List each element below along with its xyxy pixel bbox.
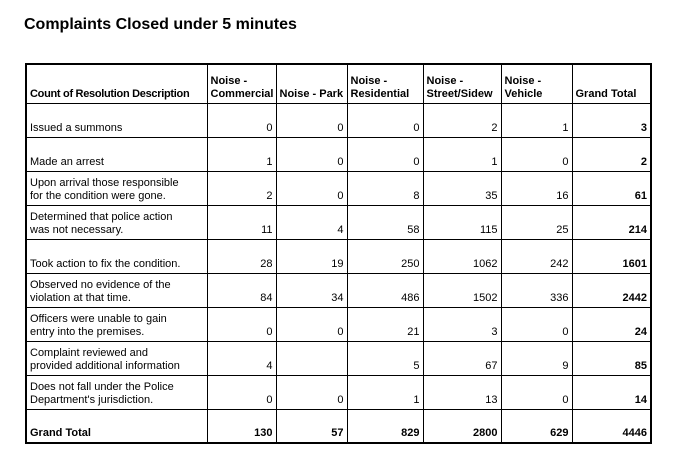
- value-cell: 2800: [422, 408, 502, 444]
- row-grand-total-cell: 2442: [571, 272, 652, 308]
- row-grand-total-cell: 2: [571, 136, 652, 172]
- row-grand-total-cell: 24: [571, 306, 652, 342]
- row-grand-total-cell: 14: [571, 374, 652, 410]
- value-cell: 2: [206, 170, 277, 206]
- value-cell: 8: [346, 170, 424, 206]
- page-title: Complaints Closed under 5 minutes: [24, 16, 297, 33]
- value-cell: 0: [206, 306, 277, 342]
- header-row: Count of Resolution Description Noise - C…: [25, 63, 652, 104]
- value-cell: 486: [346, 272, 424, 308]
- value-cell: [275, 340, 348, 376]
- row-label: Grand Total: [25, 408, 208, 444]
- row-label: Determined that police action was not ne…: [25, 204, 208, 240]
- value-cell: 67: [422, 340, 502, 376]
- row-grand-total-cell: 1601: [571, 238, 652, 274]
- row-label: Took action to fix the condition.: [25, 238, 208, 274]
- value-cell: 250: [346, 238, 424, 274]
- value-cell: 13: [422, 374, 502, 410]
- row-label: Upon arrival those responsible for the c…: [25, 170, 208, 206]
- table-row: Took action to fix the condition. 28 19 250…: [25, 238, 652, 274]
- value-cell: 0: [206, 374, 277, 410]
- column-header-3: Noise - Residential: [346, 63, 424, 104]
- value-cell: 25: [500, 204, 573, 240]
- table-header: Count of Resolution Description Noise - C…: [25, 63, 652, 104]
- table-row: Upon arrival those responsible for the c…: [25, 170, 652, 206]
- table-body: Issued a summons 0 0 0 2 1 3 Made an arrest 1 0 0 1…: [25, 102, 652, 444]
- grand-total-row: Grand Total 130 57 829 2800 629 4446: [25, 408, 652, 444]
- value-cell: 0: [275, 306, 348, 342]
- value-cell: 1: [206, 136, 277, 172]
- column-header-4: Noise - Street/Sidew: [422, 63, 502, 104]
- column-header-2: Noise - Park: [275, 63, 348, 104]
- row-grand-total-cell: 214: [571, 204, 652, 240]
- value-cell: 11: [206, 204, 277, 240]
- row-label: Officers were unable to gain entry into …: [25, 306, 208, 342]
- table-row: Determined that police action was not ne…: [25, 204, 652, 240]
- value-cell: 16: [500, 170, 573, 206]
- value-cell: 336: [500, 272, 573, 308]
- value-cell: 1502: [422, 272, 502, 308]
- value-cell: 0: [275, 102, 348, 138]
- value-cell: 0: [206, 102, 277, 138]
- value-cell: 0: [500, 136, 573, 172]
- value-cell: 0: [275, 136, 348, 172]
- value-cell: 35: [422, 170, 502, 206]
- row-grand-total-cell: 4446: [571, 408, 652, 444]
- row-grand-total-cell: 3: [571, 102, 652, 138]
- table-row: Issued a summons 0 0 0 2 1 3: [25, 102, 652, 138]
- value-cell: 3: [422, 306, 502, 342]
- value-cell: 1062: [422, 238, 502, 274]
- table-row: Does not fall under the Police Departmen…: [25, 374, 652, 410]
- value-cell: 0: [500, 374, 573, 410]
- value-cell: 1: [422, 136, 502, 172]
- value-cell: 21: [346, 306, 424, 342]
- value-cell: 1: [500, 102, 573, 138]
- value-cell: 0: [500, 306, 573, 342]
- value-cell: 9: [500, 340, 573, 376]
- column-header-1: Noise - Commercial: [206, 63, 277, 104]
- pivot-table: Count of Resolution Description Noise - C…: [25, 63, 652, 444]
- value-cell: 58: [346, 204, 424, 240]
- row-label: Does not fall under the Police Departmen…: [25, 374, 208, 410]
- column-header-0: Count of Resolution Description: [25, 63, 208, 104]
- value-cell: 0: [346, 102, 424, 138]
- row-label: Complaint reviewed and provided addition…: [25, 340, 208, 376]
- column-header-5: Noise - Vehicle: [500, 63, 573, 104]
- value-cell: 829: [346, 408, 424, 444]
- value-cell: 0: [275, 170, 348, 206]
- pivot-table-container: Count of Resolution Description Noise - C…: [25, 63, 652, 444]
- value-cell: 19: [275, 238, 348, 274]
- row-grand-total-cell: 85: [571, 340, 652, 376]
- table-row: Officers were unable to gain entry into …: [25, 306, 652, 342]
- value-cell: 1: [346, 374, 424, 410]
- row-label: Observed no evidence of the violation at…: [25, 272, 208, 308]
- value-cell: 5: [346, 340, 424, 376]
- value-cell: 84: [206, 272, 277, 308]
- value-cell: 57: [275, 408, 348, 444]
- row-label: Made an arrest: [25, 136, 208, 172]
- value-cell: 629: [500, 408, 573, 444]
- value-cell: 4: [206, 340, 277, 376]
- value-cell: 28: [206, 238, 277, 274]
- table-row: Complaint reviewed and provided addition…: [25, 340, 652, 376]
- row-grand-total-cell: 61: [571, 170, 652, 206]
- value-cell: 242: [500, 238, 573, 274]
- value-cell: 4: [275, 204, 348, 240]
- value-cell: 130: [206, 408, 277, 444]
- row-label: Issued a summons: [25, 102, 208, 138]
- value-cell: 34: [275, 272, 348, 308]
- value-cell: 0: [346, 136, 424, 172]
- table-row: Observed no evidence of the violation at…: [25, 272, 652, 308]
- column-header-6: Grand Total: [571, 63, 652, 104]
- table-row: Made an arrest 1 0 0 1 0 2: [25, 136, 652, 172]
- value-cell: 0: [275, 374, 348, 410]
- value-cell: 115: [422, 204, 502, 240]
- value-cell: 2: [422, 102, 502, 138]
